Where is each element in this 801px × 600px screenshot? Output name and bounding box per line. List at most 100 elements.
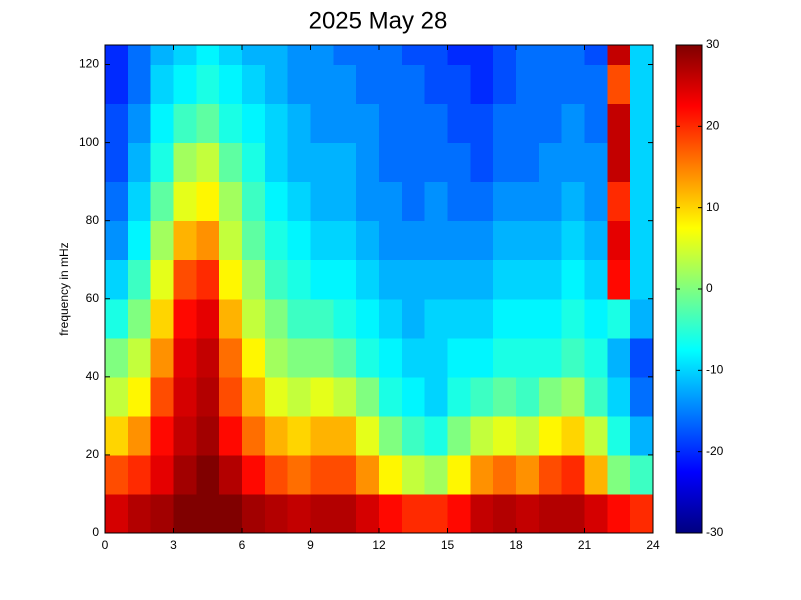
heatmap-cell (493, 493, 517, 534)
heatmap-cell (470, 45, 494, 66)
heatmap-cell (424, 259, 448, 300)
heatmap-cell (196, 454, 220, 495)
heatmap-cell (424, 45, 448, 66)
heatmap-cell (127, 337, 152, 378)
heatmap-cell (584, 103, 608, 144)
heatmap-cell (630, 64, 654, 105)
heatmap-cell (538, 337, 563, 378)
heatmap-cell (401, 181, 426, 222)
heatmap-cell (173, 259, 197, 300)
heatmap-cell (287, 493, 311, 534)
heatmap-cell (105, 259, 129, 300)
heatmap-cell (219, 45, 243, 66)
heatmap-cell (356, 181, 380, 222)
heatmap-cell (310, 142, 334, 183)
heatmap-cell (356, 103, 380, 144)
heatmap-cell (333, 454, 357, 495)
heatmap-cell (356, 45, 380, 66)
heatmap-cell (630, 493, 654, 534)
heatmap-cell (607, 64, 631, 105)
heatmap-cell (607, 181, 631, 222)
heatmap-cell (173, 220, 197, 261)
heatmap-cell (401, 259, 426, 300)
heatmap-cell (470, 103, 494, 144)
heatmap-cell (105, 454, 129, 495)
heatmap-cell (105, 142, 129, 183)
heatmap-cell (424, 142, 448, 183)
heatmap-cell (150, 103, 174, 144)
heatmap-cell (264, 64, 289, 105)
heatmap-cell (242, 103, 266, 144)
heatmap-cell (105, 376, 129, 417)
heatmap-cell (150, 415, 174, 456)
heatmap-cell (379, 259, 403, 300)
heatmap-cell (470, 493, 494, 534)
y-tick-label: 40 (86, 369, 100, 383)
heatmap-cell (516, 415, 540, 456)
y-tick-label: 20 (86, 447, 100, 461)
heatmap-cell (447, 259, 471, 300)
heatmap-cell (401, 376, 426, 417)
heatmap-cell (127, 376, 152, 417)
heatmap-cell (105, 415, 129, 456)
heatmap-cell (150, 259, 174, 300)
heatmap-cell (516, 337, 540, 378)
heatmap-cell (424, 181, 448, 222)
heatmap-cell (356, 220, 380, 261)
heatmap-cell (493, 142, 517, 183)
heatmap-cell (470, 376, 494, 417)
heatmap-cell (630, 415, 654, 456)
heatmap-cell (401, 337, 426, 378)
heatmap-cell (173, 337, 197, 378)
heatmap-cell (516, 376, 540, 417)
heatmap-cell (264, 45, 289, 66)
heatmap-cell (470, 181, 494, 222)
heatmap-cell (127, 45, 152, 66)
heatmap-cell (447, 454, 471, 495)
heatmap-cell (401, 64, 426, 105)
heatmap-cell (630, 376, 654, 417)
heatmap-cell (584, 493, 608, 534)
heatmap-cell (310, 337, 334, 378)
heatmap-cell (310, 298, 334, 339)
heatmap-cell (173, 103, 197, 144)
heatmap-cell (105, 493, 129, 534)
heatmap-cell (287, 259, 311, 300)
heatmap-cell (173, 298, 197, 339)
x-tick-label: 3 (170, 538, 177, 552)
heatmap-cell (219, 376, 243, 417)
heatmap-cell (379, 337, 403, 378)
heatmap-cell (493, 181, 517, 222)
heatmap-cell (310, 220, 334, 261)
heatmap-cell (516, 454, 540, 495)
heatmap-cell (470, 454, 494, 495)
heatmap-cell (516, 142, 540, 183)
heatmap-cell (516, 493, 540, 534)
heatmap-cell (219, 493, 243, 534)
heatmap-cell (401, 493, 426, 534)
heatmap-cell (173, 64, 197, 105)
heatmap-cell (356, 337, 380, 378)
heatmap-cell (264, 493, 289, 534)
heatmap-cell (356, 376, 380, 417)
colorbar-tick-label: -10 (706, 363, 724, 377)
heatmap-cell (105, 45, 129, 66)
heatmap-cell (127, 220, 152, 261)
heatmap-cell (196, 259, 220, 300)
heatmap-cell (493, 376, 517, 417)
heatmap-cell (356, 142, 380, 183)
heatmap-cell (379, 103, 403, 144)
heatmap-cell (379, 454, 403, 495)
heatmap-cell (538, 415, 563, 456)
heatmap-cell (447, 493, 471, 534)
heatmap-cell (538, 45, 563, 66)
heatmap-cell (173, 493, 197, 534)
heatmap-cell (219, 181, 243, 222)
colorbar-tick-label: 20 (706, 119, 720, 133)
heatmap-cell (287, 64, 311, 105)
heatmap-cell (470, 415, 494, 456)
heatmap-cell (310, 376, 334, 417)
heatmap-cell (584, 376, 608, 417)
heatmap-cell (607, 454, 631, 495)
heatmap-cell (242, 454, 266, 495)
